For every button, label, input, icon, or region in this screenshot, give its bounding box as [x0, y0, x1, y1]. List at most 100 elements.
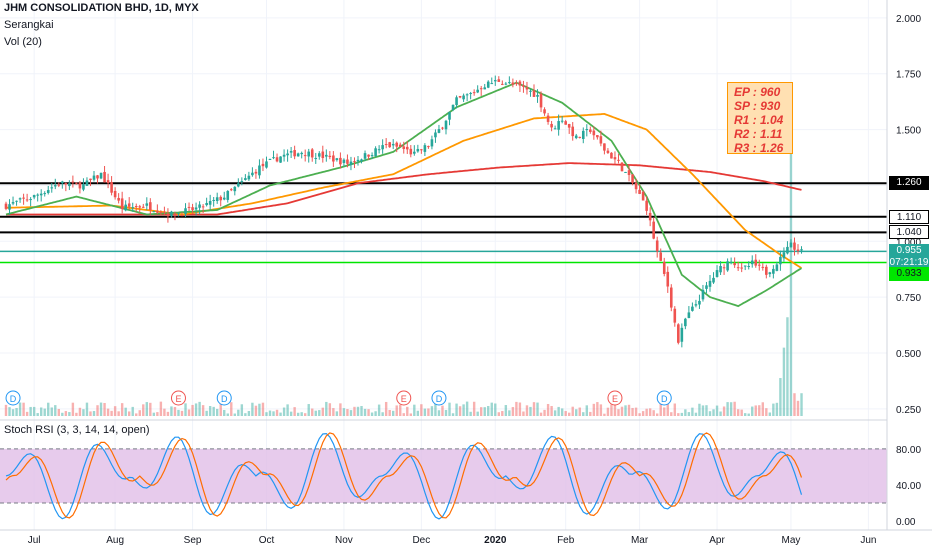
candle-body — [395, 142, 399, 147]
candle — [560, 115, 564, 124]
trade-levels-annotation[interactable]: EP : 960 SP : 930 R1 : 1.04 R2 : 1.11 R3… — [727, 82, 793, 155]
volume-bar — [205, 410, 208, 416]
candle-body — [332, 155, 335, 162]
candle-body — [458, 95, 462, 98]
candle-body — [515, 83, 518, 85]
candle — [550, 120, 553, 132]
candle — [684, 317, 687, 330]
event-marker-text: D — [221, 394, 228, 404]
volume-bar — [458, 406, 462, 416]
candle — [416, 144, 420, 153]
price-tag-1260: 1.260 — [889, 176, 929, 191]
volume-bar — [124, 407, 127, 416]
volume-bar — [304, 413, 307, 416]
candle-body — [567, 124, 571, 128]
candle-body — [335, 158, 339, 161]
time-tick-label: Aug — [106, 535, 124, 546]
candle — [455, 95, 458, 109]
volume-bar — [289, 411, 293, 416]
volume-bar — [381, 412, 384, 416]
volume-bar — [388, 409, 391, 416]
candle-body — [317, 153, 321, 157]
countdown-tag: 07:21:19 — [889, 255, 929, 270]
candle-body — [754, 259, 758, 266]
time-tick-label: Jul — [28, 535, 41, 546]
candle — [715, 265, 719, 278]
candle — [796, 244, 800, 255]
price-tag-1040: 1.040 — [889, 225, 929, 240]
candle — [620, 162, 624, 172]
price-tick-label: 0.250 — [896, 405, 921, 416]
volume-bar — [32, 406, 36, 416]
volume-bar — [328, 403, 332, 416]
candle-body — [722, 267, 726, 269]
candle — [310, 148, 314, 162]
candle-body — [325, 154, 328, 157]
candle-body — [729, 261, 733, 263]
ma-short-line — [5, 81, 802, 308]
candle — [673, 306, 677, 327]
candle-body — [578, 136, 582, 138]
candle — [578, 136, 582, 139]
candle-body — [427, 146, 430, 148]
volume-bar — [265, 412, 268, 416]
volume-bar — [374, 411, 377, 416]
volume-bar — [751, 406, 754, 416]
stoch-rsi-label: Stoch RSI (3, 3, 14, 14, open) — [4, 424, 150, 436]
candle-body — [476, 89, 479, 93]
candle — [367, 154, 370, 160]
candle-body — [208, 200, 212, 205]
candle — [483, 83, 487, 90]
volume-bar — [198, 401, 201, 416]
candle-body — [708, 280, 712, 287]
event-marker: E — [396, 390, 412, 406]
candle — [757, 259, 761, 271]
candle-body — [655, 240, 659, 252]
time-tick-label: Nov — [335, 535, 353, 546]
candle-body — [152, 211, 156, 213]
candle — [694, 299, 698, 308]
candle — [659, 248, 663, 262]
candle-body — [398, 144, 402, 147]
candle-body — [606, 150, 610, 153]
candle-body — [455, 97, 458, 105]
candle — [479, 85, 483, 96]
candle — [96, 174, 99, 184]
volume-bars — [4, 89, 803, 416]
time-tick-label: Jun — [860, 535, 876, 546]
volume-bar — [451, 413, 455, 416]
candle-body — [11, 202, 15, 204]
candle-body — [279, 156, 282, 163]
last-price-tag: 0.955 — [889, 244, 929, 259]
candle — [177, 212, 180, 217]
candle-body — [103, 171, 106, 183]
volume-bar — [694, 412, 698, 416]
candle-body — [596, 135, 599, 138]
candle — [395, 141, 399, 153]
event-marker-text: E — [401, 394, 407, 404]
candle-body — [434, 132, 437, 138]
candle — [409, 145, 413, 158]
volume-bar — [708, 411, 712, 416]
candle-body — [546, 115, 550, 122]
volume-bar — [416, 410, 420, 416]
event-marker: D — [5, 390, 21, 406]
candle-body — [589, 129, 592, 132]
entry-price-text: EP : 960 — [734, 85, 781, 99]
candle-body — [163, 211, 166, 213]
candle — [388, 141, 391, 148]
candle — [184, 203, 187, 217]
candle — [645, 196, 648, 215]
volume-bar — [113, 406, 117, 416]
volume-bar — [50, 407, 53, 416]
candle — [740, 262, 743, 273]
volume-bar — [582, 412, 585, 416]
candle-body — [258, 165, 261, 176]
candle-body — [525, 87, 529, 90]
candle — [222, 191, 226, 201]
candle-body — [353, 161, 356, 163]
volume-bar — [480, 407, 483, 416]
candle — [437, 124, 441, 134]
candle-body — [43, 193, 47, 195]
